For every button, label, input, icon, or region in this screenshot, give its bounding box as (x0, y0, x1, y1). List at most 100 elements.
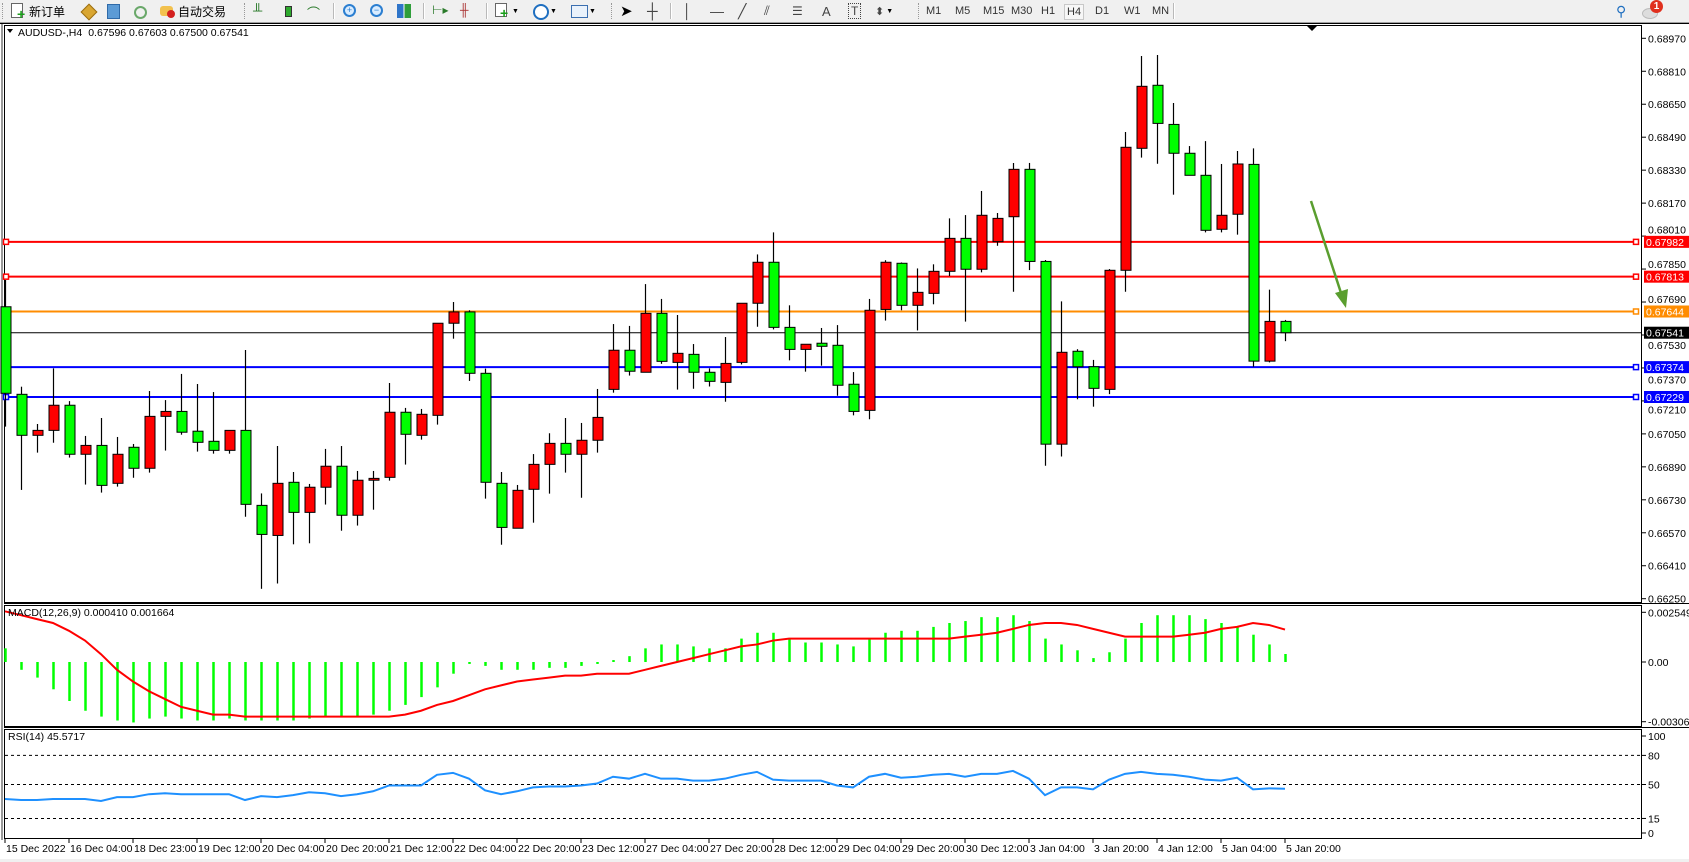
crosshair-icon: ┼ (647, 2, 658, 20)
time-tick-label: 22 Dec 04:00 (454, 843, 517, 855)
price-tick-label: 0.68650 (1648, 99, 1686, 111)
macd-pane[interactable] (4, 605, 1642, 727)
horizontal-line-button[interactable]: — (710, 2, 724, 20)
crosshair-button[interactable]: ┼ (647, 2, 658, 20)
rsi-pane[interactable] (4, 729, 1642, 839)
macd-signal-line (4, 610, 1286, 718)
candle (960, 215, 972, 322)
text-button[interactable]: A (822, 2, 831, 20)
dropdown-arrow-icon: ▼ (589, 7, 596, 15)
candle (1264, 289, 1276, 363)
arrows-button[interactable]: ⬍ ▼ (875, 2, 893, 20)
candle (1232, 150, 1244, 235)
candle (1184, 146, 1196, 176)
level-price-label-box (1644, 235, 1689, 248)
candle-body (1088, 366, 1100, 389)
toolbar-grip[interactable] (2, 3, 6, 19)
notifications-button[interactable]: 1 (1642, 0, 1663, 20)
level-price-label-box (1644, 390, 1689, 403)
timeframe-m30[interactable]: M30 (1011, 5, 1033, 17)
timeframe-h1[interactable]: H1 (1041, 5, 1056, 17)
toolbar-grip[interactable] (918, 3, 922, 19)
candle-body (704, 371, 716, 382)
templates-button[interactable]: ▼ (571, 2, 596, 20)
candle-body (640, 312, 652, 373)
candle-body (448, 311, 460, 324)
candle-body (192, 430, 204, 443)
zoom-out-button[interactable]: − (369, 2, 385, 20)
time-tick-label: 29 Dec 20:00 (902, 843, 965, 855)
auto-trading-button[interactable]: 自动交易 (159, 2, 226, 20)
candle-body (48, 404, 60, 431)
candle-body (864, 309, 876, 411)
candle-body (320, 465, 332, 488)
candle (1248, 148, 1260, 367)
timeframe-d1[interactable]: D1 (1095, 5, 1110, 17)
candle (112, 436, 124, 487)
text-icon: A (822, 3, 831, 19)
candle-body (176, 410, 188, 433)
vertical-line-button[interactable]: │ (683, 2, 692, 20)
candle-body (624, 349, 636, 372)
search-button[interactable]: ⚲ (1616, 2, 1626, 20)
candle (64, 401, 76, 458)
timeframe-w1[interactable]: W1 (1124, 5, 1141, 17)
navigator-button[interactable] (105, 2, 121, 20)
separator (670, 3, 672, 19)
chart-shift-marker-icon[interactable] (1307, 26, 1317, 31)
symbol-menu-arrow-icon[interactable] (7, 29, 13, 33)
candle-body (160, 410, 172, 417)
candle (416, 408, 428, 440)
tile-windows-button[interactable] (396, 2, 412, 20)
candle (1136, 56, 1148, 158)
candle-body (272, 482, 284, 536)
zoom-in-button[interactable]: + (342, 2, 358, 20)
timeframe-m15[interactable]: M15 (983, 5, 1005, 17)
candle (624, 325, 636, 376)
candle (1040, 259, 1052, 466)
candle (784, 305, 796, 361)
candle (208, 392, 220, 454)
fibonacci-button[interactable]: ☰ (792, 2, 803, 20)
candle-body (288, 481, 300, 513)
price-tick-label: 0.68010 (1648, 224, 1686, 236)
periods-button[interactable]: ▼ (532, 2, 557, 20)
auto-scroll-button[interactable]: ╫ (460, 2, 476, 20)
text-label-button[interactable]: T (848, 2, 862, 20)
candle-body (80, 444, 92, 455)
bid-price-label-box (1644, 326, 1689, 339)
candle (720, 337, 732, 402)
equidistant-channel-button[interactable]: ⫽ (764, 2, 770, 20)
horizontal-levels[interactable]: 0.67541 0.67982 0.67813 0.67644 0.67374 0.672… (2, 235, 1689, 404)
candle-body (224, 429, 236, 451)
trendline-button[interactable]: ╱ (738, 2, 746, 20)
annotation-arrow[interactable] (1309, 200, 1348, 308)
candle-body (1024, 168, 1036, 262)
market-watch-button[interactable] (80, 2, 98, 21)
price-axis: 0.68970 0.68810 0.68650 0.68490 0.68330 0.681… (1642, 33, 1686, 606)
timeframe-mn[interactable]: MN (1152, 5, 1170, 17)
candle-body (208, 440, 220, 451)
line-chart-button[interactable]: ⌒ (307, 2, 323, 21)
indicators-button[interactable]: + ▼ (494, 2, 519, 20)
cursor-button[interactable]: ➤ (620, 2, 633, 20)
macd-tick-label: -0.003062 (1648, 717, 1689, 729)
price-tick-label: 0.68970 (1648, 33, 1686, 45)
new-order-button[interactable]: + 新订单 (10, 2, 65, 21)
timeframe-h4[interactable]: H4 (1064, 4, 1085, 20)
bar-chart-button[interactable]: ╨ (253, 2, 269, 20)
timeframe-m5[interactable]: M5 (955, 5, 971, 17)
candlestick-chart-button[interactable] (280, 2, 296, 20)
candle-body (1104, 269, 1116, 390)
chart-shift-button[interactable]: ⊢▸ (432, 2, 448, 20)
candle-body (1008, 168, 1020, 218)
candle-body (240, 429, 252, 505)
timeframe-m1[interactable]: M1 (926, 5, 942, 17)
rsi-tick-label: 0 (1648, 828, 1654, 840)
terminal-button[interactable] (131, 2, 147, 20)
time-tick-label: 18 Dec 23:00 (134, 843, 197, 855)
toolbar-grip[interactable] (611, 3, 615, 19)
candle-body (736, 302, 748, 363)
toolbar-grip[interactable] (244, 3, 248, 19)
